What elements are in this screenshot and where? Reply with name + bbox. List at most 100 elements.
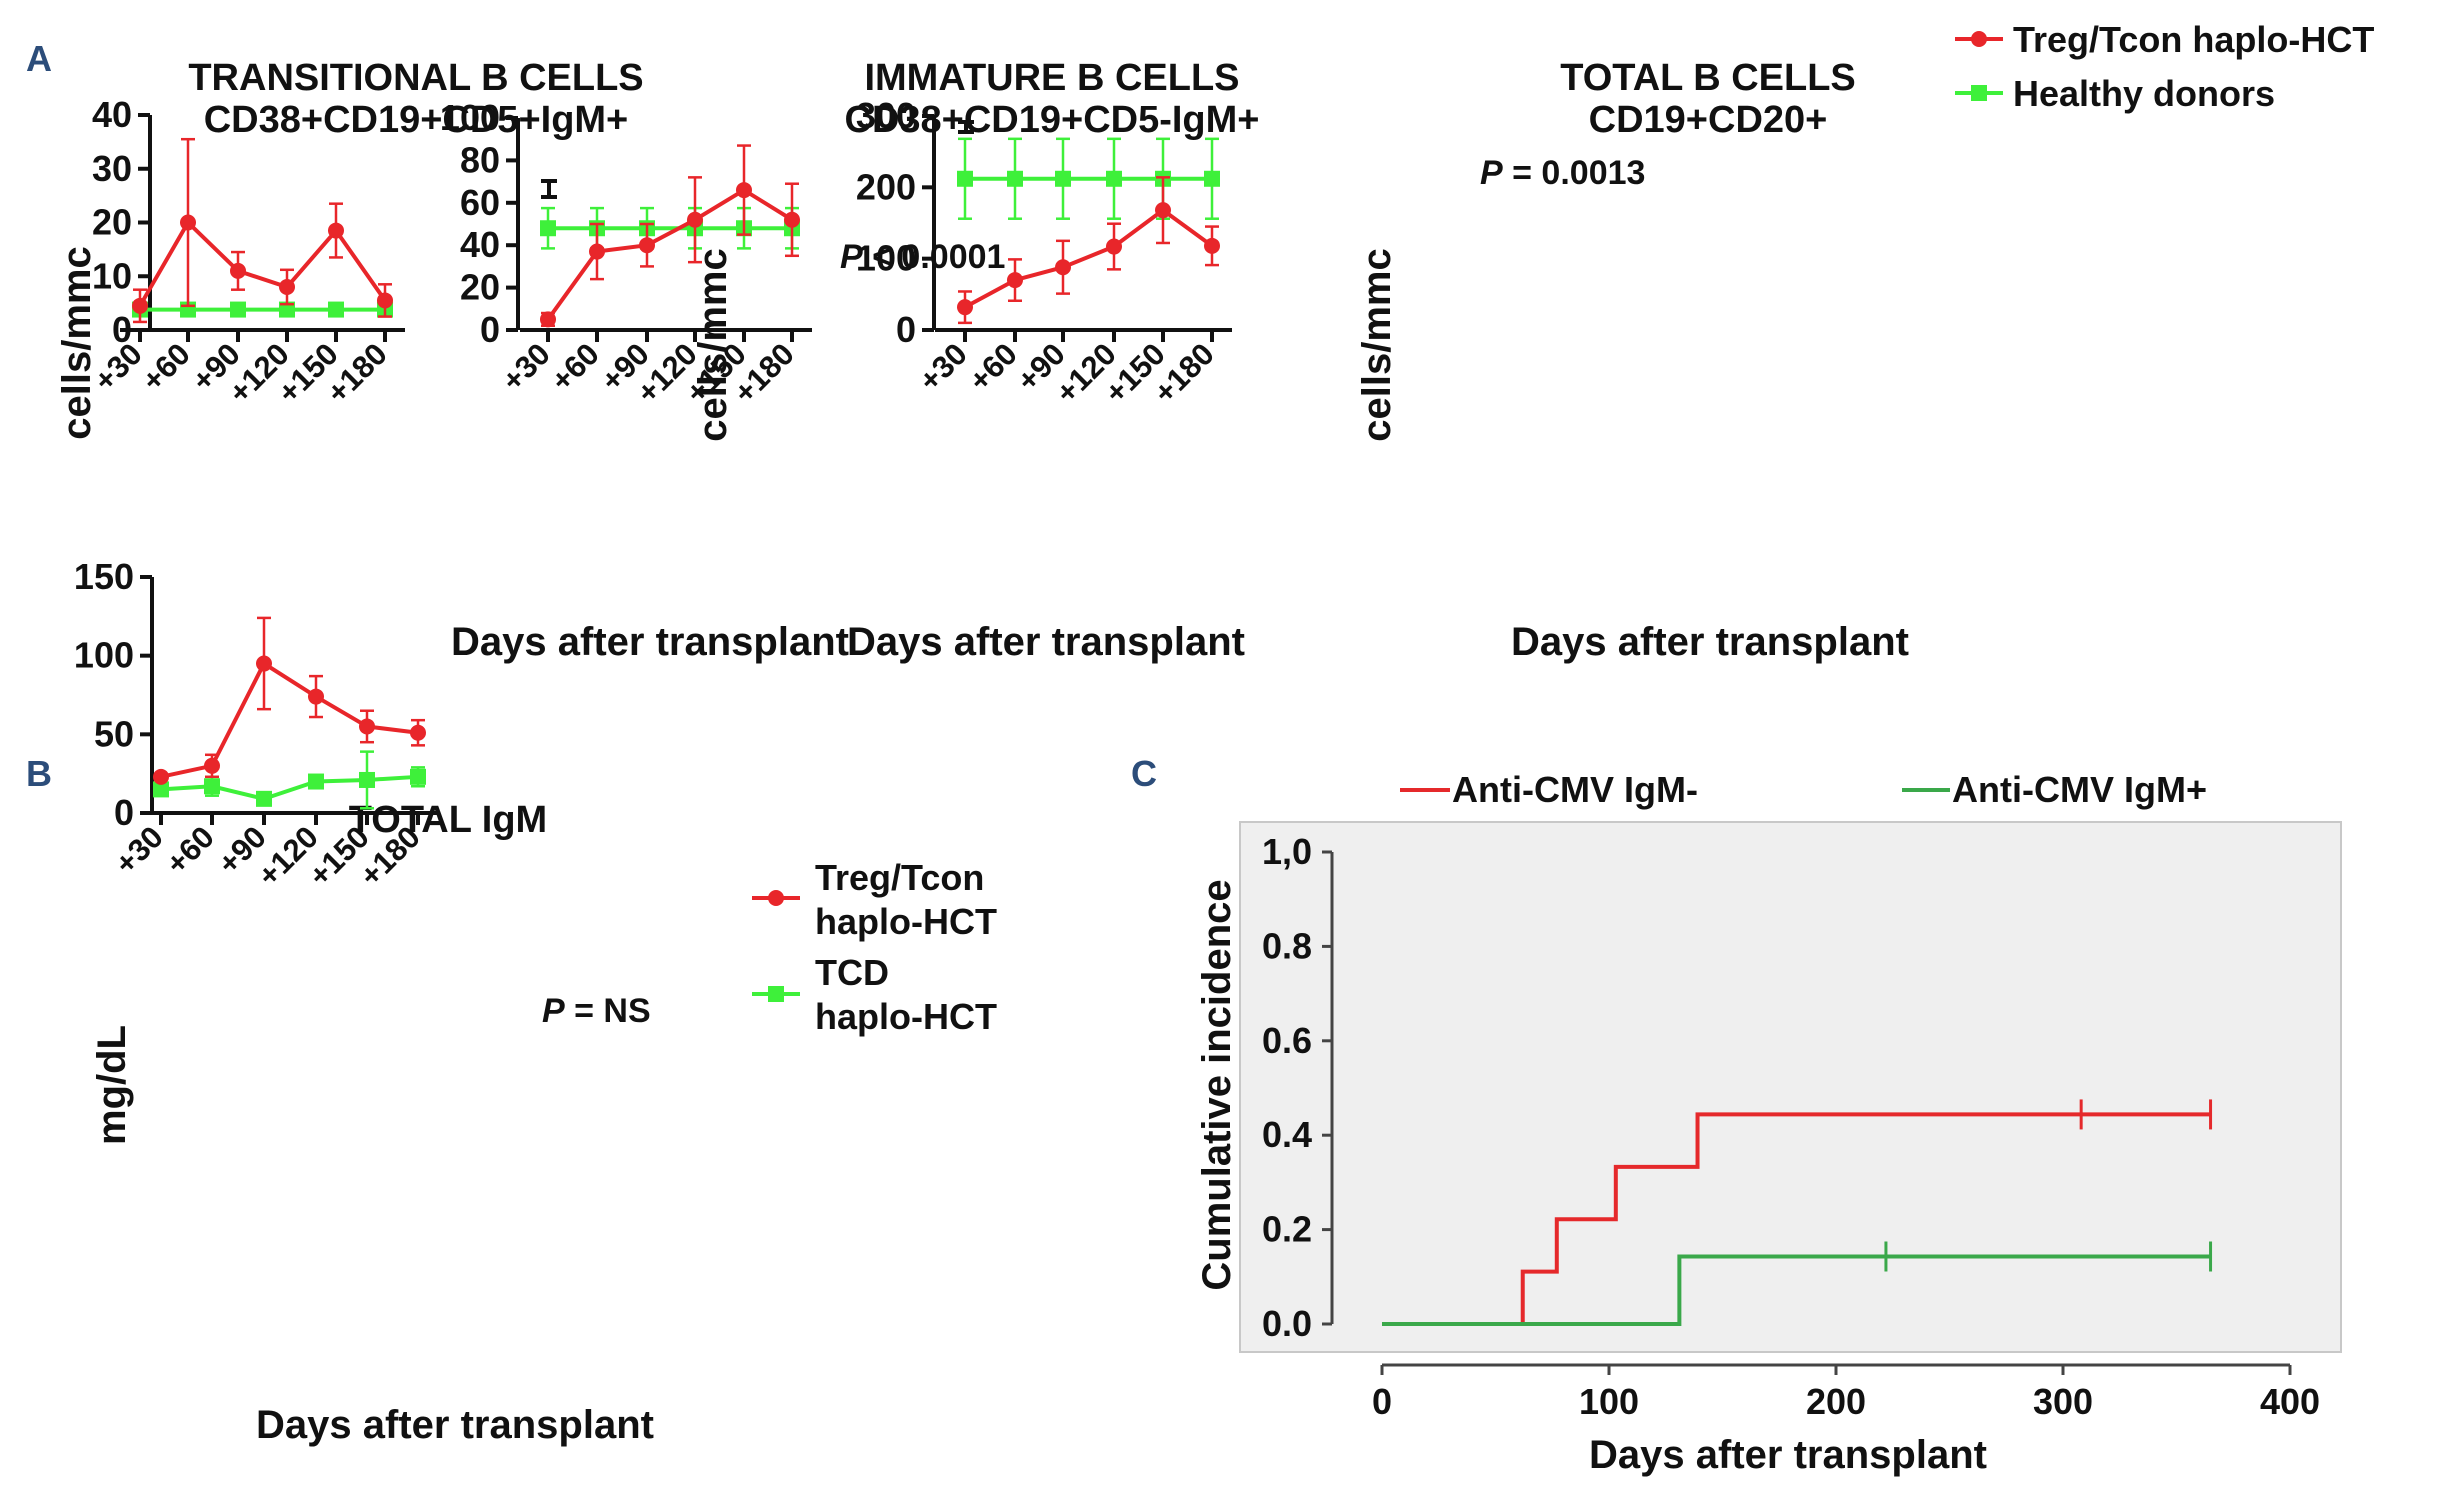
y-tick-label: 0 (114, 792, 134, 833)
x-tick-label: +60 (962, 336, 1024, 398)
chart-title-line1: TOTAL B CELLS (1560, 57, 1856, 99)
p-value-annotation: P = 0.0013 (1480, 154, 1645, 192)
data-point (410, 768, 426, 785)
chart-title-line2: CD38+CD19+CD5+IgM+ (204, 99, 629, 141)
y-tick-label: 10 (92, 255, 132, 296)
data-point (1106, 170, 1122, 187)
y-tick-label: 20 (92, 202, 132, 243)
data-point (308, 773, 324, 790)
x-axis-label: Days after transplant (847, 620, 1245, 664)
data-point (1155, 202, 1171, 219)
y-tick-label: 0 (480, 309, 500, 350)
p-value-annotation: P = NS (542, 992, 651, 1030)
y-tick-label: 1,0 (1262, 831, 1312, 872)
series-line (138, 219, 387, 307)
legend-marker-healthy (1971, 85, 1987, 101)
legend-marker-tcd (768, 986, 784, 1002)
legend-marker-treg (768, 890, 784, 906)
x-tick-label: +60 (544, 336, 606, 398)
legend-label-igm-neg: Anti-CMV IgM- (1452, 769, 1698, 810)
data-point (639, 237, 655, 254)
y-tick-label: 40 (460, 224, 500, 265)
chart-total-b-cells: TOTAL B CELLS CD19+CD20+ Days after tran… (856, 57, 1909, 664)
y-tick-label: 30 (92, 148, 132, 189)
y-tick-label: 100 (856, 238, 916, 279)
chart-title-line1: TRANSITIONAL B CELLS (188, 57, 643, 99)
chart-title: TOTAL IgM (349, 799, 547, 841)
data-point (328, 301, 344, 318)
plot-background (1239, 821, 2342, 1353)
x-tick-label: +30 (495, 336, 557, 398)
panel-label-b: B (26, 753, 52, 794)
igm-legend: Treg/Tcon haplo-HCT TCD haplo-HCT (752, 857, 997, 1037)
data-point (279, 301, 295, 318)
data-point (279, 279, 295, 295)
y-axis-label: cells/mmc (1355, 248, 1399, 441)
x-axis-label: Days after transplant (451, 620, 849, 664)
y-tick-label: 80 (460, 139, 500, 180)
y-axis-label: cells/mmc (55, 246, 99, 439)
data-point (540, 311, 556, 328)
data-point (153, 768, 169, 785)
data-point (687, 211, 703, 228)
data-point (1204, 237, 1220, 254)
chart-title-line2: CD19+CD20+ (1589, 99, 1828, 141)
top-legend: Treg/Tcon haplo-HCT Healthy donors (1955, 19, 2374, 114)
y-tick-label: 60 (460, 182, 500, 223)
series-line (964, 207, 1214, 309)
x-tick-label: 300 (2033, 1381, 2093, 1422)
y-tick-label: 150 (74, 556, 134, 597)
data-point (589, 243, 605, 260)
y-tick-label: 40 (92, 94, 132, 135)
data-point (359, 771, 375, 788)
series-line (546, 187, 794, 321)
data-point (256, 790, 272, 807)
y-tick-label: 20 (460, 267, 500, 308)
data-point (736, 182, 752, 199)
y-tick-label: 0.4 (1262, 1114, 1312, 1155)
x-axis-label: Days after transplant (1511, 620, 1909, 664)
data-point (1106, 238, 1122, 255)
data-point (410, 724, 426, 741)
series-line (160, 660, 419, 779)
km-legend: Anti-CMV IgM- Anti-CMV IgM+ (1400, 769, 2207, 810)
x-axis-label: Days after transplant (1589, 1433, 1987, 1477)
data-point (204, 778, 220, 795)
y-axis-label: Cumulative incidence (1195, 879, 1239, 1290)
y-tick-label: 0.0 (1262, 1303, 1312, 1344)
y-tick-label: 0.2 (1262, 1209, 1312, 1250)
data-point (256, 655, 272, 672)
data-point (1204, 170, 1220, 187)
chart-cumulative-incidence: Anti-CMV IgM- Anti-CMV IgM+ Days after t… (1195, 769, 2342, 1477)
y-tick-label: 0.6 (1262, 1020, 1312, 1061)
data-point (784, 211, 800, 228)
step-curve (1382, 1112, 2211, 1326)
data-point (359, 718, 375, 735)
legend-label-healthy: Healthy donors (2013, 73, 2275, 114)
x-tick-label: 0 (1372, 1381, 1392, 1422)
y-tick-label: 0 (896, 309, 916, 350)
data-point (1007, 170, 1023, 187)
y-tick-label: 0 (112, 309, 132, 350)
data-point (153, 781, 169, 798)
data-point (377, 292, 393, 309)
chart-total-igm: TOTAL IgM Days after transplant mg/dL P … (74, 556, 997, 1447)
panel-label-a: A (26, 38, 52, 79)
data-point (204, 757, 220, 774)
data-point (1055, 170, 1071, 187)
data-point (230, 262, 246, 279)
x-axis-label: Days after transplant (256, 1403, 654, 1447)
x-tick-label: +60 (135, 336, 197, 398)
y-tick-label: 300 (856, 95, 916, 136)
legend-label-treg: Treg/Tcon haplo-HCT (2013, 19, 2374, 60)
step-curve (1382, 1254, 2211, 1326)
data-point (540, 220, 556, 237)
y-tick-label: 100 (440, 97, 500, 138)
data-point (180, 214, 196, 231)
legend-label-tcd-line1: TCD (815, 952, 889, 993)
legend-label-treg-line1: Treg/Tcon (815, 857, 984, 898)
data-point (132, 297, 148, 314)
y-tick-label: 200 (856, 166, 916, 207)
y-axis-label: mg/dL (90, 1025, 134, 1145)
y-axis-label: cells/mmc (691, 248, 735, 441)
